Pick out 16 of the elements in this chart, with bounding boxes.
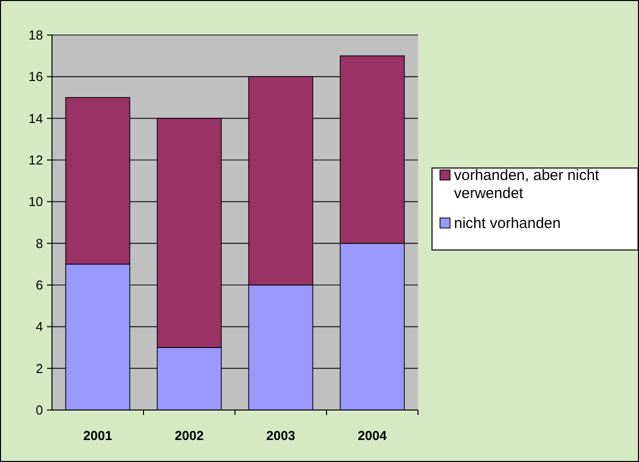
y-tick-label: 18 <box>28 28 43 43</box>
x-tick-label: 2003 <box>266 428 296 443</box>
x-tick-label: 2004 <box>358 428 388 443</box>
y-tick-label: 8 <box>36 236 43 251</box>
y-tick-label: 4 <box>36 319 43 334</box>
legend-label: vorhanden, aber nicht verwendet <box>454 167 600 202</box>
y-tick-label: 0 <box>36 402 43 418</box>
y-tick-label: 10 <box>28 194 43 210</box>
y-tick-label: 6 <box>36 278 43 293</box>
y-tick-label: 12 <box>28 152 43 168</box>
x-tick-label: 2002 <box>174 428 204 443</box>
x-tick-label: 2001 <box>83 428 112 443</box>
y-tick-label: 14 <box>28 110 43 126</box>
y-tick-label: 16 <box>28 69 43 84</box>
legend-label: nicht vorhanden <box>454 215 561 232</box>
y-tick-label: 2 <box>36 360 43 376</box>
